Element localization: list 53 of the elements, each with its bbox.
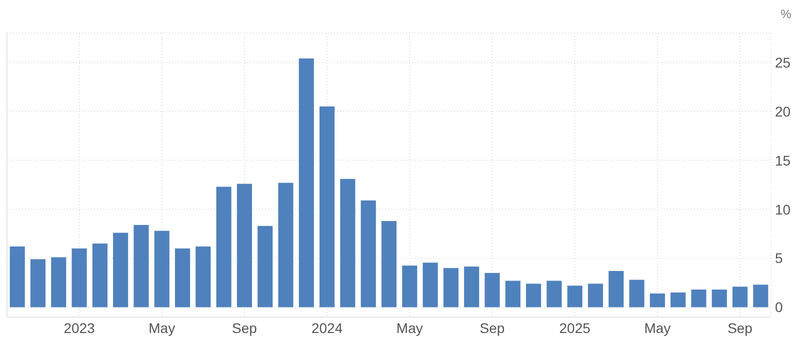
bar — [608, 270, 624, 308]
bar — [216, 186, 232, 308]
x-tick-label: May — [644, 320, 671, 336]
bar — [381, 221, 397, 308]
x-tick-label: May — [396, 320, 423, 336]
x-tick-label: 2023 — [64, 320, 96, 336]
bar — [196, 246, 211, 308]
x-tick-label: Sep — [728, 320, 753, 336]
bar — [464, 266, 480, 308]
y-axis-title: % — [780, 7, 792, 21]
y-tick-label: 20 — [775, 103, 791, 120]
bar — [92, 244, 108, 308]
bar — [422, 262, 438, 308]
x-tick-label: Sep — [232, 320, 258, 336]
bar — [505, 280, 520, 308]
bar — [484, 272, 500, 308]
y-tick-label: 25 — [775, 54, 791, 70]
y-tick-label: 5 — [775, 250, 783, 266]
bar — [712, 290, 727, 308]
bar — [340, 178, 356, 308]
bar — [258, 226, 273, 308]
bar — [526, 284, 542, 308]
bar — [278, 182, 294, 308]
bar — [691, 290, 706, 308]
bar — [113, 232, 128, 308]
x-tick-label: Sep — [480, 320, 505, 336]
y-tick-label: 0 — [775, 299, 783, 316]
bar — [236, 184, 252, 308]
bar — [30, 259, 46, 308]
bar — [443, 268, 458, 308]
x-tick-label: 2024 — [311, 320, 343, 336]
bar — [154, 230, 170, 308]
bar — [51, 257, 66, 308]
bar — [174, 248, 190, 308]
bar — [134, 224, 149, 308]
bar — [546, 280, 562, 308]
bar — [629, 280, 644, 308]
y-tick-label: 15 — [775, 152, 791, 168]
bar — [402, 266, 418, 308]
bar — [10, 246, 25, 308]
bar — [567, 286, 582, 308]
bar — [753, 284, 768, 308]
bar — [670, 292, 686, 308]
bar — [320, 106, 335, 308]
bar — [650, 293, 665, 308]
bar — [732, 286, 748, 308]
bar — [72, 248, 87, 308]
bar — [588, 284, 604, 308]
bar — [360, 200, 376, 308]
y-tick-label: 10 — [775, 201, 791, 218]
x-tick-label: May — [148, 320, 176, 336]
x-tick-label: 2025 — [559, 320, 591, 336]
bar — [298, 58, 314, 308]
